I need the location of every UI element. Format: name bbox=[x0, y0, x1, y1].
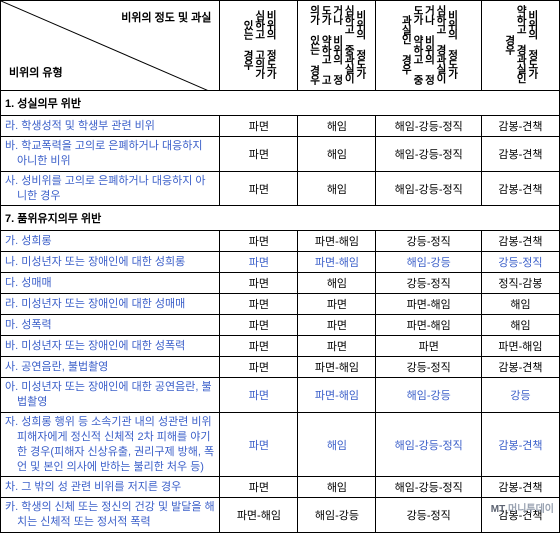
cell-value: 파면 bbox=[376, 336, 481, 357]
cell-value: 파면-해임 bbox=[298, 357, 376, 378]
table-row: 아. 미성년자 또는 장애인에 대한 공연음란, 불법촬영파면파면-해임해임-강… bbox=[1, 378, 560, 413]
cell-value: 해임-강등-정직 bbox=[376, 171, 481, 206]
table-row: 카. 학생의 신체 또는 정신의 건강 및 발달을 해치는 신체적 또는 정서적… bbox=[1, 498, 560, 533]
section-header: 7. 품위유지의무 위반 bbox=[1, 206, 560, 231]
cell-value: 파면 bbox=[220, 336, 298, 357]
cell-value: 감봉-견책 bbox=[481, 116, 559, 137]
row-label: 바. 학교폭력을 고의로 은폐하거나 대응하지 아니한 비위 bbox=[1, 137, 220, 172]
section-header: 1. 성실의무 위반 bbox=[1, 91, 560, 116]
cell-value: 파면 bbox=[220, 231, 298, 252]
cell-value: 파면-해임 bbox=[481, 336, 559, 357]
cell-value: 파면-해임 bbox=[298, 252, 376, 273]
table-row: 라. 학생성적 및 학생부 관련 비위파면해임해임-강등-정직감봉-견책 bbox=[1, 116, 560, 137]
col-header-3: 비위의 정도가 심하고 경과실이거나 비위의 정도가 약하고 중과실인 경우 bbox=[376, 1, 481, 91]
cell-value: 감봉-견책 bbox=[481, 137, 559, 172]
row-label: 아. 미성년자 또는 장애인에 대한 공연음란, 불법촬영 bbox=[1, 378, 220, 413]
cell-value: 강등-정직 bbox=[376, 357, 481, 378]
watermark-logo: MT bbox=[491, 504, 505, 515]
col-header-4: 비위의 정도가 약하고 경과실인 경우 bbox=[481, 1, 559, 91]
table-row: 마. 성폭력파면파면파면-해임해임 bbox=[1, 315, 560, 336]
cell-value: 해임 bbox=[298, 273, 376, 294]
cell-value: 해임 bbox=[481, 294, 559, 315]
diagonal-header-cell: 비위의 정도 및 과실 비위의 유형 bbox=[1, 1, 220, 91]
table-row: 다. 성매매파면해임강등-정직정직-감봉 bbox=[1, 273, 560, 294]
row-label: 다. 성매매 bbox=[1, 273, 220, 294]
cell-value: 해임-강등-정직 bbox=[376, 137, 481, 172]
table-row: 바. 학교폭력을 고의로 은폐하거나 대응하지 아니한 비위파면해임해임-강등-… bbox=[1, 137, 560, 172]
cell-value: 감봉-견책 bbox=[481, 231, 559, 252]
row-label: 나. 미성년자 또는 장애인에 대한 성희롱 bbox=[1, 252, 220, 273]
row-label: 차. 그 밖의 성 관련 비위를 저지른 경우 bbox=[1, 477, 220, 498]
watermark: MT 머니투데이 bbox=[491, 500, 554, 515]
cell-value: 해임 bbox=[298, 477, 376, 498]
cell-value: 파면-해임 bbox=[298, 231, 376, 252]
cell-value: 파면-해임 bbox=[376, 294, 481, 315]
cell-value: 파면 bbox=[220, 171, 298, 206]
cell-value: 파면 bbox=[298, 315, 376, 336]
cell-value: 정직-감봉 bbox=[481, 273, 559, 294]
cell-value: 해임-강등-정직 bbox=[376, 477, 481, 498]
table-row: 라. 미성년자 또는 장애인에 대한 성매매파면파면파면-해임해임 bbox=[1, 294, 560, 315]
cell-value: 파면 bbox=[220, 357, 298, 378]
cell-value: 파면 bbox=[220, 294, 298, 315]
cell-value: 파면-해임 bbox=[220, 498, 298, 533]
header-top-label: 비위의 정도 및 과실 bbox=[121, 11, 211, 27]
cell-value: 강등-정직 bbox=[481, 252, 559, 273]
row-label: 자. 성희롱 행위 등 소속기관 내의 성관련 비위 피해자에게 정신적 신체적… bbox=[1, 413, 220, 477]
row-label: 마. 성폭력 bbox=[1, 315, 220, 336]
cell-value: 해임-강등-정직 bbox=[376, 116, 481, 137]
row-label: 라. 학생성적 및 학생부 관련 비위 bbox=[1, 116, 220, 137]
cell-value: 파면 bbox=[220, 137, 298, 172]
watermark-text: 머니투데이 bbox=[508, 504, 554, 515]
table-row: 사. 공연음란, 불법촬영파면파면-해임강등-정직감봉-견책 bbox=[1, 357, 560, 378]
cell-value: 파면 bbox=[220, 252, 298, 273]
cell-value: 해임-강등 bbox=[298, 498, 376, 533]
row-label: 사. 공연음란, 불법촬영 bbox=[1, 357, 220, 378]
cell-value: 파면 bbox=[220, 413, 298, 477]
cell-value: 강등-정직 bbox=[376, 498, 481, 533]
cell-value: 파면-해임 bbox=[376, 315, 481, 336]
cell-value: 파면 bbox=[220, 273, 298, 294]
cell-value: 감봉-견책 bbox=[481, 477, 559, 498]
table-row: 나. 미성년자 또는 장애인에 대한 성희롱파면파면-해임해임-강등강등-정직 bbox=[1, 252, 560, 273]
cell-value: 감봉-견책 bbox=[481, 413, 559, 477]
cell-value: 파면 bbox=[298, 336, 376, 357]
row-label: 사. 성비위를 고의로 은폐하거나 대응하지 아니한 경우 bbox=[1, 171, 220, 206]
cell-value: 해임-강등 bbox=[376, 378, 481, 413]
cell-value: 해임 bbox=[481, 315, 559, 336]
table-row: 바. 미성년자 또는 장애인에 대한 성폭력파면파면파면파면-해임 bbox=[1, 336, 560, 357]
table-row: 차. 그 밖의 성 관련 비위를 저지른 경우파면해임해임-강등-정직감봉-견책 bbox=[1, 477, 560, 498]
row-label: 바. 미성년자 또는 장애인에 대한 성폭력 bbox=[1, 336, 220, 357]
cell-value: 파면 bbox=[220, 315, 298, 336]
cell-value: 해임-강등-정직 bbox=[376, 413, 481, 477]
cell-value: 파면 bbox=[220, 477, 298, 498]
row-label: 가. 성희롱 bbox=[1, 231, 220, 252]
col-header-2: 비위의 정도가 심하고 중과실이거나 비위의 정도가 약하고 고의가 있는 경우 bbox=[298, 1, 376, 91]
cell-value: 강등-정직 bbox=[376, 231, 481, 252]
cell-value: 해임 bbox=[298, 171, 376, 206]
row-label: 라. 미성년자 또는 장애인에 대한 성매매 bbox=[1, 294, 220, 315]
cell-value: 해임 bbox=[298, 137, 376, 172]
cell-value: 파면 bbox=[220, 378, 298, 413]
table-row: 자. 성희롱 행위 등 소속기관 내의 성관련 비위 피해자에게 정신적 신체적… bbox=[1, 413, 560, 477]
cell-value: 강등-정직 bbox=[376, 273, 481, 294]
cell-value: 파면 bbox=[220, 116, 298, 137]
cell-value: 파면-해임 bbox=[298, 378, 376, 413]
row-label: 카. 학생의 신체 또는 정신의 건강 및 발달을 해치는 신체적 또는 정서적… bbox=[1, 498, 220, 533]
cell-value: 해임 bbox=[298, 413, 376, 477]
col-header-1: 비위의 정도가 심하고 고의가 있는 경우 bbox=[220, 1, 298, 91]
discipline-standards-table: 비위의 정도 및 과실 비위의 유형 비위의 정도가 심하고 고의가 있는 경우… bbox=[0, 0, 560, 533]
cell-value: 해임-강등 bbox=[376, 252, 481, 273]
cell-value: 감봉-견책 bbox=[481, 171, 559, 206]
table-row: 가. 성희롱파면파면-해임강등-정직감봉-견책 bbox=[1, 231, 560, 252]
table-row: 사. 성비위를 고의로 은폐하거나 대응하지 아니한 경우파면해임해임-강등-정… bbox=[1, 171, 560, 206]
header-bottom-label: 비위의 유형 bbox=[9, 64, 63, 80]
cell-value: 파면 bbox=[298, 294, 376, 315]
cell-value: 강등 bbox=[481, 378, 559, 413]
cell-value: 해임 bbox=[298, 116, 376, 137]
cell-value: 감봉-견책 bbox=[481, 357, 559, 378]
